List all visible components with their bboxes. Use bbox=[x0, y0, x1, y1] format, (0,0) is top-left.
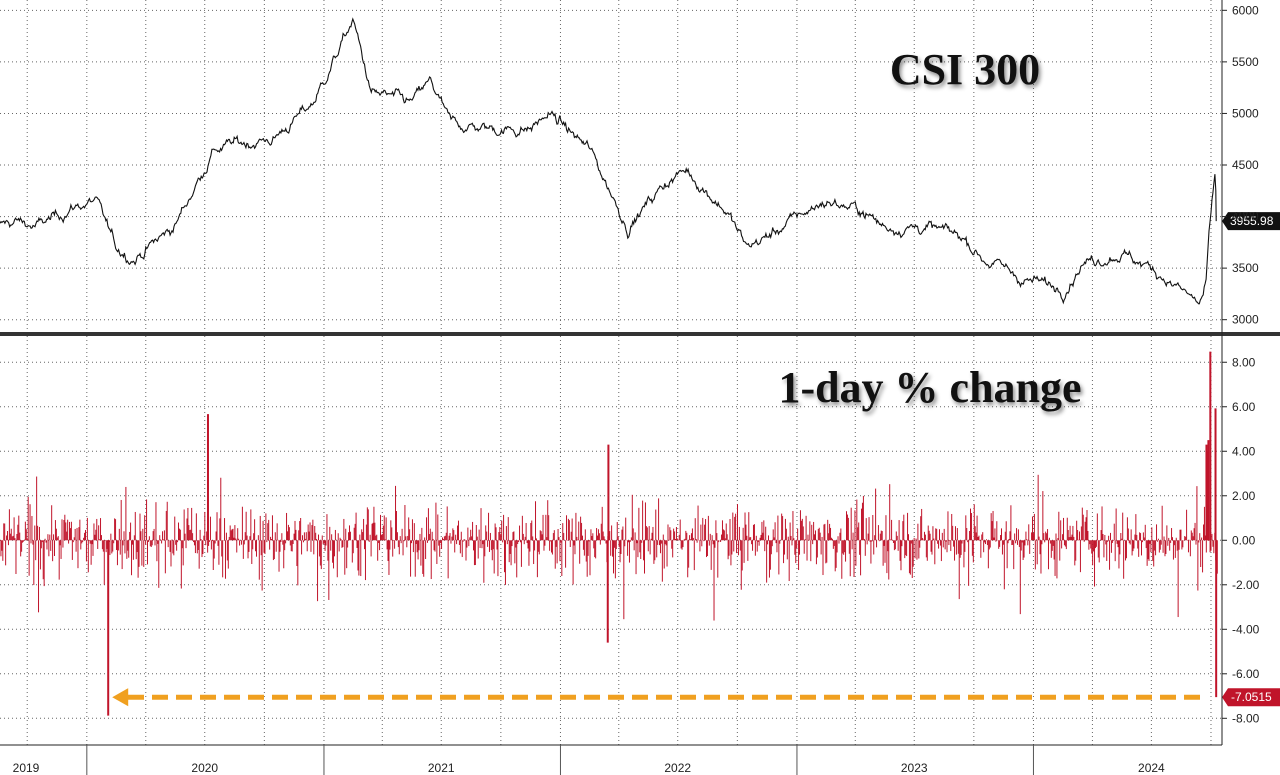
bottom-title: 1-day % change bbox=[778, 363, 1081, 412]
y-tick-label: -2.00 bbox=[1232, 578, 1260, 592]
last-value-bg bbox=[1222, 212, 1280, 231]
csi300-line bbox=[0, 17, 1217, 305]
y-tick-label: 4.00 bbox=[1232, 444, 1256, 458]
last-value-bg bbox=[1222, 688, 1280, 707]
grid bbox=[0, 0, 1222, 745]
y-tick-label: 5000 bbox=[1232, 106, 1259, 120]
y-tick-label: -6.00 bbox=[1232, 667, 1260, 681]
arrow-head bbox=[112, 688, 129, 707]
y-tick-label: -8.00 bbox=[1232, 711, 1260, 725]
last-value-label: -7.0515 bbox=[1231, 690, 1272, 704]
x-tick-label: 2024 bbox=[1138, 761, 1165, 775]
x-tick-label: 2019 bbox=[13, 761, 40, 775]
last-value-box: 3955.98 bbox=[1222, 212, 1280, 231]
y-tick-label: 8.00 bbox=[1232, 355, 1256, 369]
y-tick-label: 6.00 bbox=[1232, 400, 1256, 414]
y-tick-label: 4000 bbox=[1232, 210, 1259, 224]
x-tick-label: 2020 bbox=[191, 761, 218, 775]
last-value-box: -7.0515 bbox=[1222, 688, 1280, 707]
y-tick-label: 3500 bbox=[1232, 261, 1259, 275]
daily-change-panel: -7.0515 bbox=[0, 351, 1280, 716]
y-tick-label: 3000 bbox=[1232, 313, 1259, 327]
x-tick-label: 2021 bbox=[428, 761, 455, 775]
y-tick-label: 6000 bbox=[1232, 3, 1259, 17]
last-value-label: 3955.98 bbox=[1230, 214, 1274, 228]
x-tick-label: 2023 bbox=[901, 761, 928, 775]
y-tick-label: 5500 bbox=[1232, 55, 1259, 69]
panel-divider bbox=[0, 332, 1280, 336]
y-tick-label: 0.00 bbox=[1232, 533, 1256, 547]
csi300-panel: 3955.98 bbox=[0, 17, 1280, 305]
top-title: CSI 300 bbox=[890, 45, 1040, 94]
y-tick-label: 2.00 bbox=[1232, 489, 1256, 503]
x-tick-label: 2022 bbox=[664, 761, 691, 775]
y-tick-label: -4.00 bbox=[1232, 622, 1260, 636]
y-tick-label: 4500 bbox=[1232, 158, 1259, 172]
